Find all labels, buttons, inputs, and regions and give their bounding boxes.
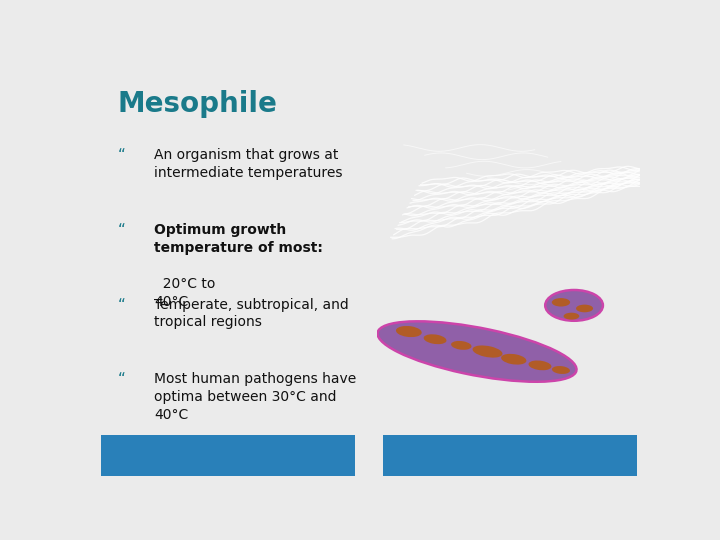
Bar	[383, 435, 636, 476]
Text: An organism that grows at
intermediate temperatures: An organism that grows at intermediate t…	[154, 148, 343, 180]
Text: Temperate, subtropical, and
tropical regions: Temperate, subtropical, and tropical reg…	[154, 298, 349, 329]
Text: “: “	[118, 373, 126, 388]
Text: Most human pathogens have
optima between 30°C and
40°C: Most human pathogens have optima between…	[154, 373, 356, 422]
Text: “: “	[118, 148, 126, 163]
Text: Mesophile: Mesophile	[118, 90, 278, 118]
Text: Optimum growth
temperature of most:: Optimum growth temperature of most:	[154, 223, 323, 255]
Text: “: “	[118, 298, 126, 313]
Bar	[101, 435, 355, 476]
Text: 20°C to
40°C: 20°C to 40°C	[154, 277, 215, 309]
Text: “: “	[118, 223, 126, 238]
